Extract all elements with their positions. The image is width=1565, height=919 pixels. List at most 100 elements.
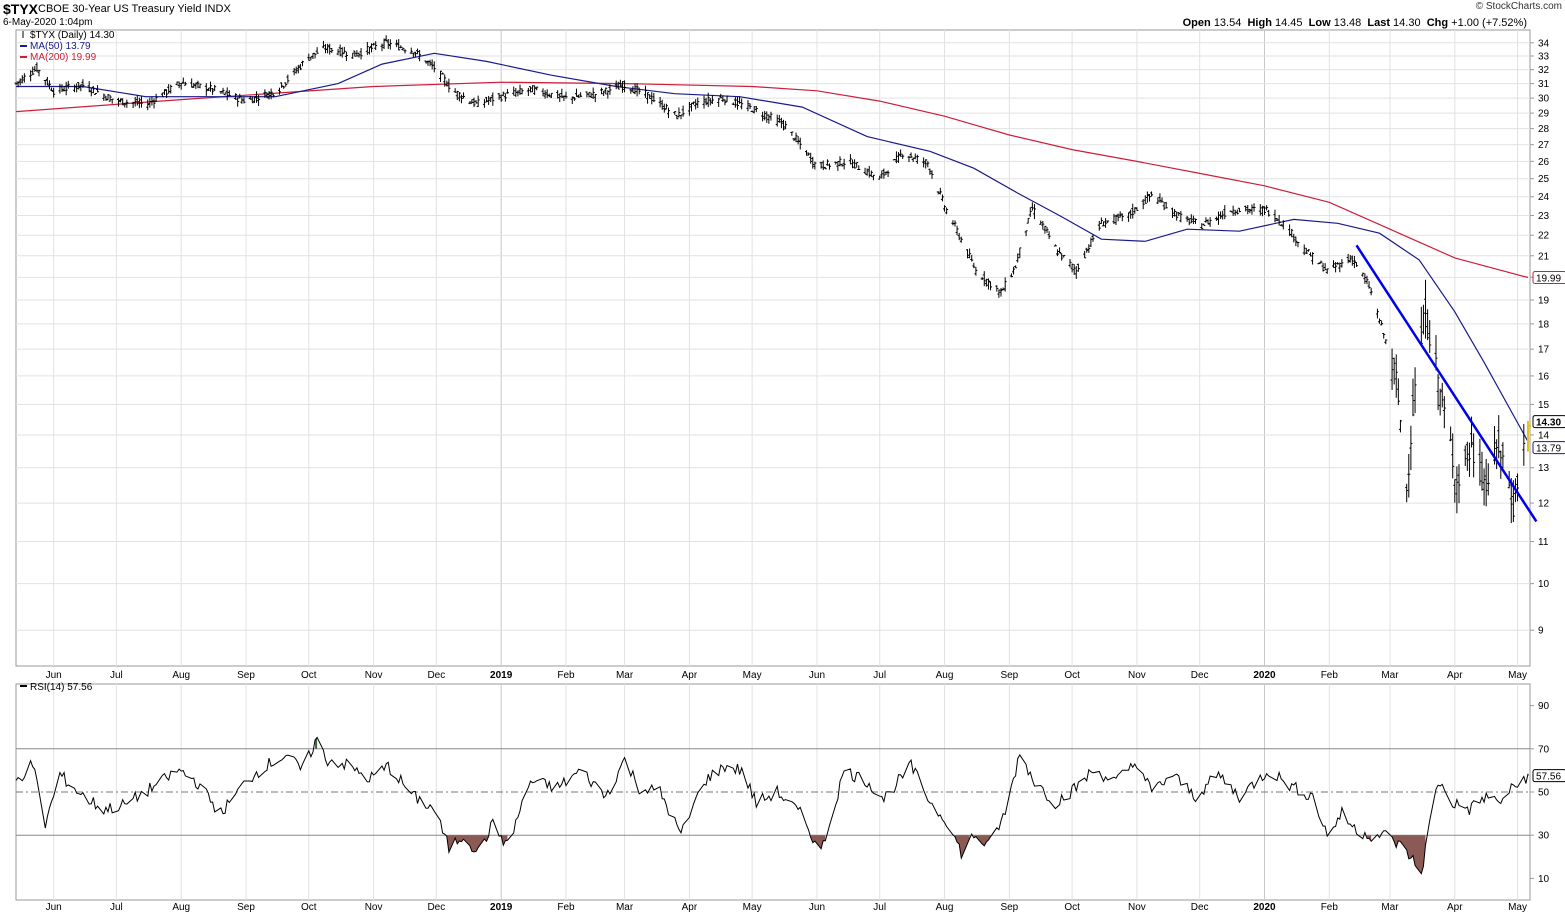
price-y-tick-label: 34 [1538,38,1550,49]
price-x-tick-label: 2019 [490,670,513,681]
price-value-tag: 13.79 [1536,444,1561,455]
price-x-tick-label: Oct [1064,670,1080,681]
price-x-tick-label: Nov [365,670,383,681]
last-label: Last [1367,17,1390,29]
rsi-legend: RSI(14) 57.56 [30,682,93,693]
price-y-tick-label: 27 [1538,140,1550,151]
price-x-tick-label: Sep [237,670,255,681]
price-x-tick-label: Sep [1000,670,1018,681]
price-x-tick-label: Dec [427,670,445,681]
ma50-line [16,52,1529,442]
price-value-tag-box [1532,271,1565,285]
price-x-tick-label: Jun [46,670,62,681]
price-x-tick-label: Dec [1191,670,1209,681]
rsi-x-tick-label: 2020 [1253,902,1276,913]
price-x-tick-label: Feb [557,670,575,681]
last-value: 14.30 [1393,17,1421,29]
price-x-tick-label: Aug [936,670,954,681]
rsi-oversold-fill [973,835,991,846]
price-x-tick-label: May [743,670,762,681]
price-y-tick-label: 13 [1538,463,1550,474]
price-y-tick-label: 11 [1538,537,1549,548]
price-x-tick-label: 2020 [1253,670,1276,681]
high-value: 14.45 [1274,17,1303,29]
open-value: 13.54 [1213,17,1242,29]
price-y-tick-label: 28 [1538,124,1550,135]
price-x-tick-label: Feb [1321,670,1339,681]
price-y-tick-label: 26 [1538,157,1550,168]
ma200-line [15,81,1529,279]
ohlc-bars [14,35,1526,524]
rsi-x-tick-label: Feb [557,902,575,913]
rsi-x-tick-label: Sep [237,902,255,913]
rsi-x-tick-label: May [743,902,762,913]
price-y-tick-label: 17 [1538,345,1550,356]
rsi-x-tick-label: Jul [873,902,886,913]
rsi-x-tick-label: Nov [365,902,383,913]
rsi-x-tick-label: Mar [616,902,634,913]
rsi-y-tick-label: 50 [1538,788,1550,799]
rsi-y-tick-label: 30 [1538,831,1550,842]
price-y-tick-label: 29 [1538,109,1550,120]
rsi-x-tick-label: Aug [936,902,954,913]
price-y-tick-label: 16 [1538,371,1550,382]
rsi-x-tick-label: Apr [682,902,698,913]
rsi-oversold-fill [954,835,970,859]
rsi-x-tick-label: Dec [427,902,445,913]
price-y-tick-label: 9 [1538,626,1544,637]
rsi-value-tag: 57.56 [1536,772,1561,783]
rsi-x-tick-label: Sep [1000,902,1018,913]
rsi-x-tick-label: May [1508,902,1527,913]
rsi-line [15,736,1529,875]
price-x-tick-label: Jul [110,670,123,681]
rsi-x-tick-label: Mar [1381,902,1399,913]
rsi-x-tick-label: Jun [46,902,62,913]
price-value-tag: 14.30 [1536,418,1561,429]
chg-value: +1.00 (+7.52%) [1451,17,1527,29]
rsi-x-tick-label: Oct [301,902,317,913]
rsi-oversold-fill [446,835,489,853]
price-value-tag-box [1532,415,1565,429]
price-y-tick-label: 31 [1538,79,1550,90]
low-value: 13.48 [1333,17,1362,29]
price-y-tick-label: 21 [1538,251,1550,262]
price-x-tick-label: Apr [682,670,698,681]
price-y-tick-label: 25 [1538,174,1550,185]
rsi-value-tag-box [1532,769,1565,783]
brand-watermark: © StockCharts.com [1475,1,1562,12]
price-x-tick-label: Mar [616,670,634,681]
ma50-legend: MA(50) 13.79 [30,41,91,52]
price-x-tick-label: Mar [1381,670,1399,681]
trendline [1355,244,1538,523]
price-y-tick-label: 23 [1538,211,1550,222]
price-y-tick-label: 19 [1538,295,1550,306]
rsi-oversold-fill [499,835,508,846]
rsi-oversold-fill [1392,835,1426,874]
price-y-tick-label: 24 [1538,192,1550,203]
chart-datetime: 6-May-2020 1:04pm [3,17,93,28]
rsi-x-tick-label: Nov [1128,902,1146,913]
high-label: High [1247,17,1272,29]
rsi-y-tick-label: 10 [1538,874,1550,885]
price-pane-frame [15,29,1531,667]
security-name: CBOE 30-Year US Treasury Yield INDX [38,3,231,15]
ticker-symbol: $TYX [3,1,39,17]
price-y-tick-label: 12 [1538,499,1550,510]
rsi-x-tick-label: Dec [1191,902,1209,913]
price-y-tick-label: 15 [1538,400,1550,411]
price-x-tick-label: Oct [301,670,317,681]
rsi-y-tick-label: 90 [1538,701,1550,712]
open-label: Open [1182,17,1211,29]
price-x-tick-label: Nov [1128,670,1146,681]
rsi-x-tick-label: Jun [809,902,825,913]
ohlc-summary: Open 13.54 High 14.45 Low 13.48 Last 14.… [1183,17,1527,29]
price-y-tick-label: 14 [1538,430,1550,441]
rsi-x-tick-label: Oct [1064,902,1080,913]
price-y-tick-label: 30 [1538,94,1550,105]
rsi-y-tick-label: 70 [1538,744,1550,755]
price-y-tick-label: 22 [1538,231,1550,242]
ma200-legend: MA(200) 19.99 [30,52,97,63]
price-x-tick-label: Jul [873,670,886,681]
chg-label: Chg [1426,17,1449,29]
